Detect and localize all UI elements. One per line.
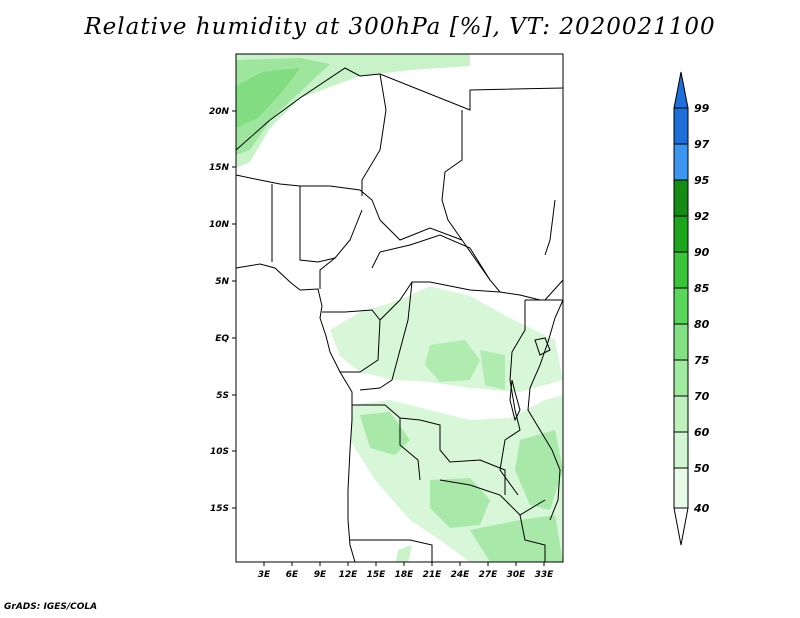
- border-east-lakes: [525, 199, 564, 301]
- border-nigeria: [271, 184, 363, 263]
- humidity-region-south-core-c: [515, 430, 563, 510]
- colorbar-swatch-70-75: [673, 359, 689, 397]
- border-niger-chad: [361, 73, 387, 196]
- lat-label-5n: 5N: [215, 277, 229, 287]
- colorbar-swatch-75-80: [673, 323, 689, 361]
- lat-label-eq: EQ: [215, 334, 229, 344]
- border-zambia: [399, 418, 546, 516]
- colorbar-label-92: 92: [694, 210, 710, 223]
- longitude-axis: 3E 6E 9E 12E 15E 18E 21E 24E 27E 30E 33E: [258, 562, 554, 580]
- lake-victoria: [534, 337, 551, 356]
- country-borders: [235, 67, 564, 563]
- colorbar-label-99: 99: [694, 102, 710, 115]
- border-sahel: [235, 174, 463, 241]
- map-frame: [235, 53, 564, 563]
- lat-label-15s: 15S: [210, 504, 229, 514]
- border-cameroon-car: [319, 234, 563, 301]
- border-sahara-north: [235, 67, 564, 151]
- lon-label-9e: 9E: [314, 570, 327, 580]
- colorbar-label-85: 85: [694, 282, 710, 295]
- lon-label-24e: 24E: [451, 570, 471, 580]
- humidity-region-south-core-a: [360, 412, 410, 455]
- lake-tanganyika: [509, 379, 521, 422]
- colorbar-label-90: 90: [694, 246, 710, 259]
- humidity-region-congo-east: [480, 350, 505, 390]
- lon-label-12e: 12E: [339, 570, 359, 580]
- grads-credit: GrADS: IGES/COLA: [4, 602, 98, 612]
- lon-label-33e: 33E: [535, 570, 555, 580]
- lat-label-15n: 15N: [209, 163, 230, 173]
- latitude-axis: 20N 15N 10N 5N EQ 5S 10S 15S: [209, 107, 236, 514]
- colorbar-label-70: 70: [694, 390, 710, 403]
- colorbar-label-80: 80: [694, 318, 710, 331]
- colorbar-swatch-97-99: [673, 107, 689, 145]
- lon-label-27e: 27E: [479, 570, 499, 580]
- coastline-west-africa: [235, 263, 356, 563]
- colorbar-label-50: 50: [694, 462, 710, 475]
- lat-label-10n: 10N: [209, 220, 230, 230]
- humidity-region-congo-core: [425, 340, 480, 382]
- lat-label-20n: 20N: [209, 107, 230, 117]
- colorbar-swatch-50-60: [673, 431, 689, 469]
- border-chad-sudan: [441, 110, 491, 281]
- colorbar-swatch-40-50: [673, 467, 689, 509]
- colorbar-label-60: 60: [694, 426, 710, 439]
- lon-label-30e: 30E: [507, 570, 527, 580]
- humidity-field: [236, 54, 563, 562]
- colorbar-swatch-bottom-arrow: [673, 507, 689, 546]
- lat-label-5s: 5S: [216, 391, 229, 401]
- humidity-region-south-core-b: [430, 478, 490, 528]
- humidity-region-southwest-tip: [396, 545, 412, 562]
- lon-label-6e: 6E: [286, 570, 299, 580]
- colorbar-swatch-90-92: [673, 215, 689, 253]
- colorbar-swatch-85-90: [673, 251, 689, 289]
- border-drc-east: [499, 300, 526, 496]
- border-congo-north: [322, 281, 501, 321]
- lon-label-18e: 18E: [395, 570, 415, 580]
- lon-label-15e: 15E: [367, 570, 387, 580]
- humidity-region-north-inner: [236, 68, 300, 128]
- map-title: Relative humidity at 300hPa [%], VT: 202…: [84, 14, 716, 40]
- border-congo-basin: [340, 281, 413, 391]
- border-angola: [352, 404, 506, 495]
- colorbar-swatch-92-95: [673, 179, 689, 217]
- colorbar: 99 97 95 92 90 85 80 75 70 60 50 40: [673, 71, 710, 546]
- border-south: [350, 514, 546, 562]
- colorbar-label-95: 95: [694, 174, 710, 187]
- lon-label-3e: 3E: [258, 570, 271, 580]
- lon-label-21e: 21E: [423, 570, 443, 580]
- humidity-region-southeast: [470, 515, 563, 562]
- colorbar-label-75: 75: [694, 354, 710, 367]
- coastline-east: [527, 299, 564, 521]
- colorbar-swatch-95-97: [673, 143, 689, 181]
- colorbar-swatch-80-85: [673, 287, 689, 325]
- colorbar-swatch-top-arrow: [673, 71, 689, 109]
- lat-label-10s: 10S: [210, 447, 229, 457]
- colorbar-label-97: 97: [694, 138, 710, 151]
- colorbar-swatch-60-70: [673, 395, 689, 433]
- colorbar-label-40: 40: [693, 502, 710, 515]
